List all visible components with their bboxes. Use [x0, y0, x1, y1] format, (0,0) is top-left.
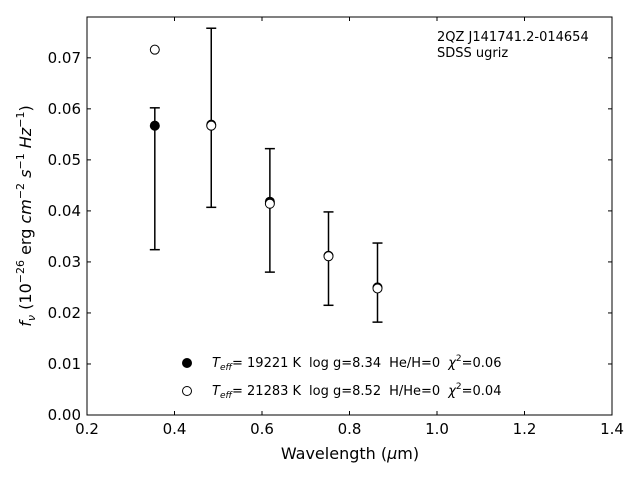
x-tick-label: 0.2 — [75, 420, 99, 438]
data-point-open — [264, 198, 275, 209]
y-tick-label: 0.05 — [48, 151, 81, 169]
plot-area — [86, 16, 613, 416]
legend-marker-filled — [182, 358, 192, 368]
data-point-open — [206, 120, 217, 131]
data-points — [149, 44, 383, 294]
x-tick-label: 0.6 — [250, 420, 274, 438]
y-tick-label: 0.06 — [48, 100, 81, 118]
data-point-open — [323, 251, 334, 262]
x-tick-label: 0.4 — [163, 420, 187, 438]
y-tick-label: 0.03 — [48, 253, 81, 271]
legend-marker-open — [182, 386, 192, 396]
x-axis-label: Wavelength (μm) — [281, 444, 419, 463]
x-tick-label: 1.4 — [600, 420, 624, 438]
data-point-filled — [149, 120, 160, 131]
data-point-open — [149, 44, 160, 55]
y-axis-label: fν (10−26 erg cm−2 s−1 Hz−1) — [14, 105, 38, 326]
data-point-open — [372, 283, 383, 294]
annotation-object: 2QZ J141741.2-014654 — [437, 30, 589, 45]
x-tick-label: 0.8 — [338, 420, 362, 438]
y-tick-label: 0.01 — [48, 355, 81, 373]
y-tick-label: 0.07 — [48, 49, 81, 67]
y-tick-label: 0.02 — [48, 304, 81, 322]
axis-ticks: 0.2 0.4 0.6 0.8 1.0 1.2 1.4 0.00 0.01 0.02 0.03 0.0… — [48, 17, 624, 438]
y-tick-label: 0.04 — [48, 202, 81, 220]
y-tick-label: 0.00 — [48, 406, 81, 424]
x-tick-label: 1.0 — [425, 420, 449, 438]
x-tick-label: 1.2 — [513, 420, 537, 438]
annotation-photometry: SDSS ugriz — [437, 46, 508, 61]
